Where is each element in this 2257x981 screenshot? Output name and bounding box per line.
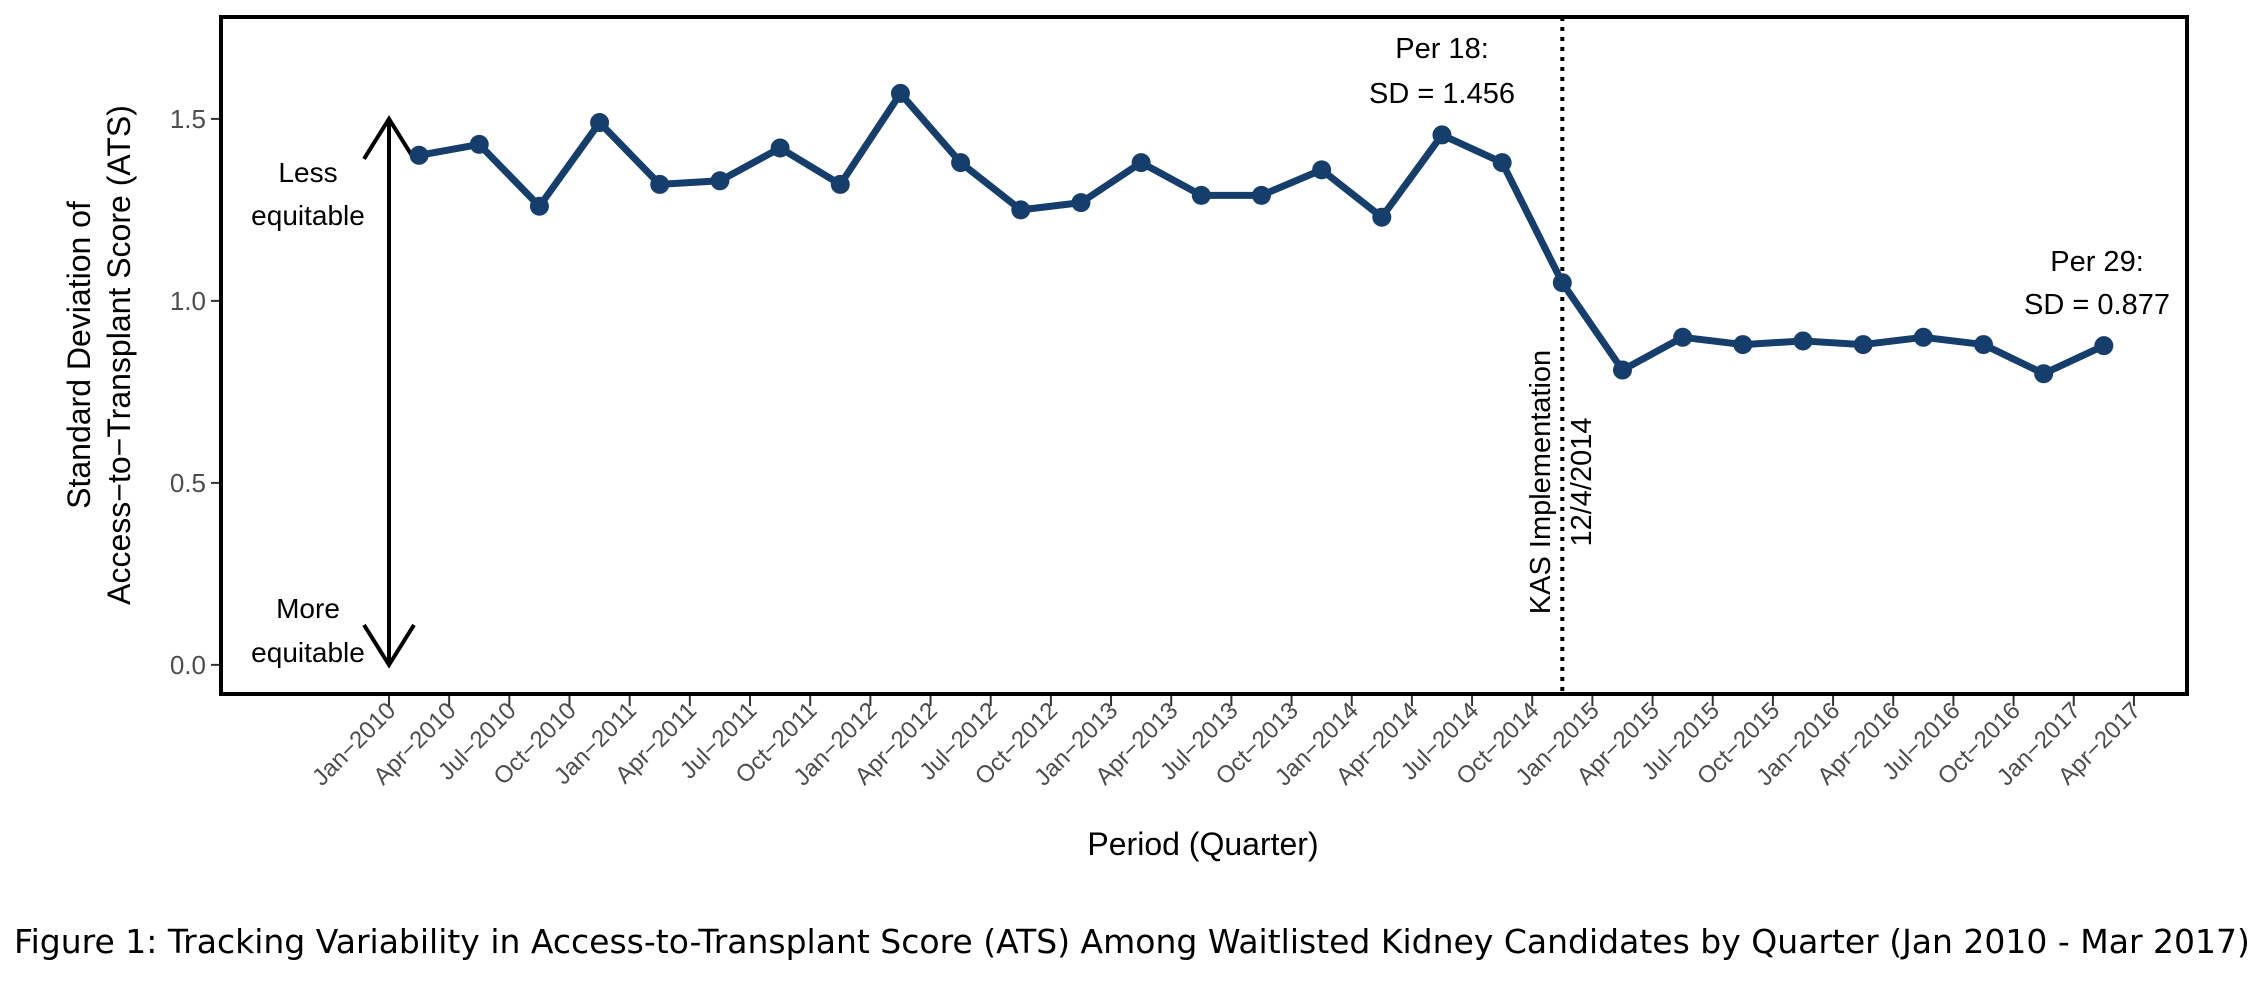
figure-caption: Figure 1: Tracking Variability in Access…	[14, 922, 2250, 961]
data-point	[1492, 153, 1512, 173]
point-annotation-line: SD = 1.456	[1369, 78, 1515, 110]
plot-panel-border	[219, 15, 2189, 696]
equity-arrow-head-down	[362, 623, 416, 669]
x-axis-title: Period (Quarter)	[1087, 826, 1318, 862]
y-axis-title-line: Standard Deviation of	[61, 201, 97, 509]
x-axis: Jan−2010Apr−2010Jul−2010Oct−2010Jan−2011…	[307, 694, 2146, 791]
equity-arrow-head-up	[362, 115, 416, 160]
y-axis: 0.0 0.5 1.0 1.5	[170, 104, 221, 680]
data-point	[469, 134, 489, 154]
data-point	[1853, 335, 1873, 355]
data-point	[529, 196, 549, 216]
data-point	[1312, 160, 1332, 180]
y-axis-title-line: Access−to−Transplant Score (ATS)	[101, 105, 137, 605]
series-line	[418, 89, 2106, 378]
point-annotation-line: Per 18:	[1395, 33, 1489, 65]
data-point	[2034, 364, 2054, 384]
data-point	[1011, 200, 1031, 220]
kas-reference-group: KAS Implementation 12/4/2014	[1525, 17, 1598, 694]
data-point	[890, 83, 910, 103]
data-point	[1733, 335, 1753, 355]
more-equitable-label-line: More	[276, 593, 340, 624]
series-group	[409, 83, 2114, 384]
data-point	[590, 113, 610, 133]
data-point	[1372, 207, 1392, 227]
annotations-group: Per 18: SD = 1.456 Per 29: SD = 0.877	[1369, 33, 2170, 321]
y-axis-title: Standard Deviation of Access−to−Transplan…	[61, 105, 137, 605]
data-point	[710, 171, 730, 191]
y-tick-label: 1.0	[170, 286, 206, 316]
point-annotation-line: Per 29:	[2050, 246, 2144, 278]
data-point	[951, 153, 971, 173]
data-point	[1673, 327, 1693, 347]
data-point	[1251, 185, 1271, 205]
data-point	[1974, 335, 1994, 355]
data-point	[770, 138, 790, 158]
data-point	[830, 174, 850, 194]
less-equitable-label-line: equitable	[251, 200, 365, 231]
data-point	[1432, 125, 1452, 145]
data-point	[1071, 193, 1091, 213]
more-equitable-label-line: equitable	[251, 637, 365, 668]
data-point	[1131, 153, 1151, 173]
kas-reference-label-line: KAS Implementation	[1525, 350, 1557, 614]
data-point	[1913, 327, 1933, 347]
data-point	[1191, 185, 1211, 205]
data-point	[650, 174, 670, 194]
data-point	[409, 145, 429, 165]
data-point	[1612, 360, 1632, 380]
less-equitable-label-line: Less	[278, 157, 337, 188]
y-tick-label: 0.5	[170, 468, 206, 498]
point-annotation-line: SD = 0.877	[2024, 289, 2170, 321]
data-point	[1552, 273, 1572, 293]
kas-reference-label-line: 12/4/2014	[1566, 417, 1598, 546]
data-point	[2094, 336, 2114, 356]
equity-arrow-group: Less equitable More equitable	[251, 115, 416, 669]
y-tick-label: 0.0	[170, 650, 206, 680]
data-point	[1793, 331, 1813, 351]
y-tick-label: 1.5	[170, 104, 206, 134]
